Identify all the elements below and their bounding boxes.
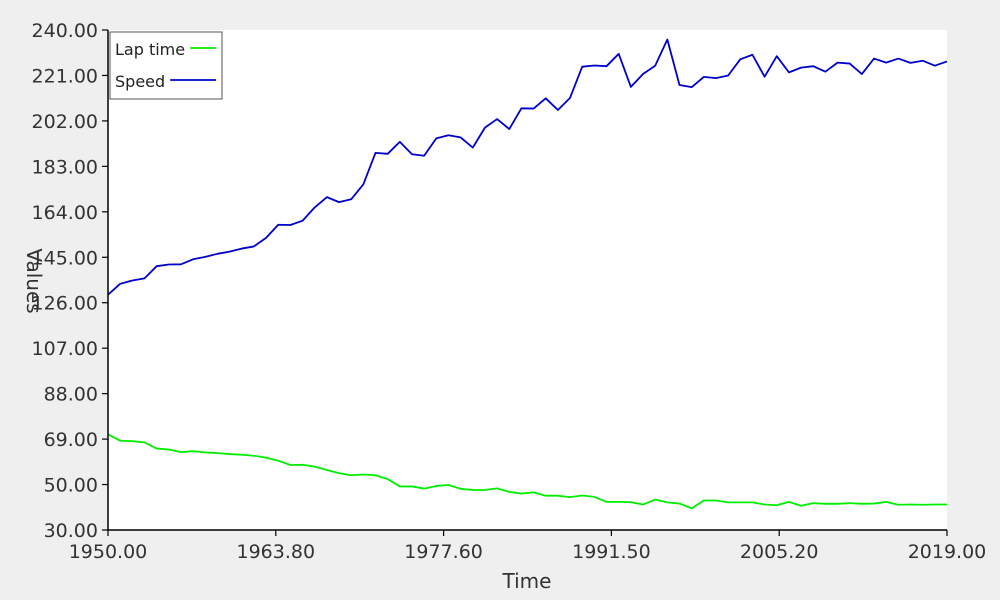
x-tick-label: 2005.20 [740, 541, 819, 563]
y-tick-label: 221.00 [32, 65, 98, 87]
y-tick-label: 183.00 [32, 156, 98, 178]
series-layer [107, 38, 948, 510]
axes-layer [107, 30, 947, 531]
x-tick-label: 1963.80 [237, 541, 316, 563]
x-axis-title: Time [502, 569, 552, 593]
y-tick-label: 88.00 [44, 384, 98, 406]
plot-area [108, 30, 947, 530]
y-tick-label: 50.00 [44, 475, 98, 497]
y-tick-label: 240.00 [32, 20, 98, 42]
y-tick-label: 69.00 [44, 429, 98, 451]
y-tick-label: 30.00 [44, 520, 98, 542]
legend-box [109, 31, 223, 100]
y-tick-label: 202.00 [32, 111, 98, 133]
x-tick-label: 1991.50 [572, 541, 651, 563]
legend: Lap time Speed [109, 31, 223, 100]
ticks-layer: 1950.00 1963.80 1977.60 1991.50 2005.20 2019.… [32, 20, 987, 563]
series-line-speed [107, 38, 948, 296]
y-axis-title: Values [22, 248, 46, 313]
x-tick-label: 1977.60 [404, 541, 483, 563]
y-tick-label: 126.00 [32, 293, 98, 315]
series-line-lap-time [107, 433, 947, 510]
y-tick-label: 145.00 [32, 247, 98, 269]
y-tick-label: 164.00 [32, 202, 98, 224]
x-tick-label: 1950.00 [69, 541, 148, 563]
legend-label: Speed [115, 72, 165, 91]
x-tick-label: 2019.00 [908, 541, 987, 563]
y-tick-label: 107.00 [32, 338, 98, 360]
legend-label: Lap time [115, 40, 185, 59]
